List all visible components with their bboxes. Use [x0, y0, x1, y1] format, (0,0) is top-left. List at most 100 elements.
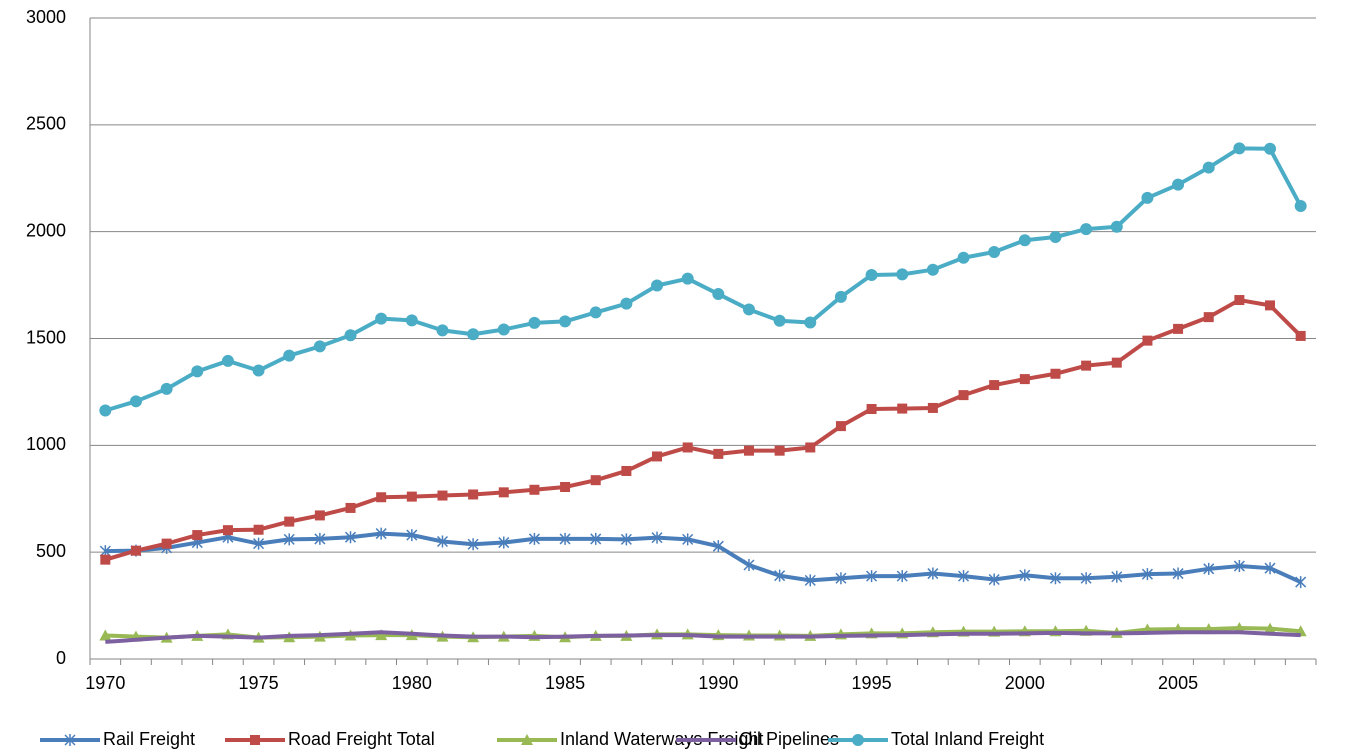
marker [528, 532, 540, 545]
marker [1141, 191, 1154, 204]
marker [498, 536, 510, 549]
marker [590, 532, 602, 545]
marker [283, 349, 296, 362]
marker [1111, 570, 1123, 583]
marker [467, 538, 479, 551]
marker [99, 404, 112, 417]
series-line [105, 630, 1301, 644]
marker [314, 510, 325, 521]
marker [192, 530, 203, 541]
y-tick-label: 3000 [26, 7, 66, 27]
marker [773, 314, 786, 327]
marker [1019, 374, 1030, 385]
marker [1050, 368, 1061, 379]
y-tick-label: 1000 [26, 434, 66, 454]
marker [528, 316, 541, 329]
marker [1295, 576, 1307, 589]
marker [1203, 562, 1215, 575]
marker [805, 442, 816, 453]
marker [743, 445, 754, 456]
marker [160, 382, 173, 395]
marker [191, 365, 204, 378]
marker [681, 272, 694, 285]
marker [989, 380, 1000, 391]
marker [835, 572, 847, 585]
marker [1294, 200, 1307, 213]
marker [866, 404, 877, 415]
y-tick-label: 2500 [26, 114, 66, 134]
legend-label: Inland Waterways Freight [560, 729, 763, 749]
marker [161, 538, 172, 549]
marker [958, 390, 969, 401]
marker [742, 303, 755, 316]
marker [1142, 335, 1153, 346]
x-tick-label: 2000 [1005, 673, 1045, 693]
marker [713, 448, 724, 459]
legend-label: Rail Freight [103, 729, 195, 749]
marker [375, 629, 388, 641]
marker [1019, 569, 1031, 582]
marker [896, 268, 909, 281]
marker [559, 532, 571, 545]
marker [712, 288, 725, 301]
marker [1173, 323, 1184, 334]
marker [64, 734, 76, 746]
marker [1202, 161, 1215, 174]
marker [589, 306, 602, 319]
marker [344, 531, 357, 544]
marker [498, 487, 509, 498]
marker [651, 279, 664, 292]
marker [1264, 622, 1277, 634]
marker [283, 533, 295, 546]
marker [1018, 234, 1031, 247]
marker [682, 442, 693, 453]
x-tick-label: 1995 [852, 673, 892, 693]
marker [406, 491, 417, 502]
marker [100, 554, 111, 565]
marker [436, 535, 449, 548]
marker [1203, 312, 1214, 323]
y-tick-label: 500 [36, 541, 66, 561]
marker [1295, 330, 1306, 341]
marker [313, 340, 326, 353]
marker [988, 573, 1000, 586]
x-tick-label: 2005 [1158, 673, 1198, 693]
marker [774, 569, 786, 582]
marker [926, 263, 939, 276]
marker [743, 558, 755, 571]
marker [130, 545, 141, 556]
x-tick-label: 1985 [545, 673, 585, 693]
x-tick-label: 1980 [392, 673, 432, 693]
marker [221, 354, 234, 367]
marker [252, 364, 265, 377]
marker [497, 323, 510, 336]
x-tick-label: 1975 [239, 673, 279, 693]
marker [1233, 142, 1246, 155]
marker [344, 329, 357, 342]
y-tick-label: 1500 [26, 327, 66, 347]
marker [682, 533, 694, 546]
marker [250, 735, 260, 745]
marker [521, 734, 533, 745]
marker [1234, 295, 1245, 306]
marker [897, 403, 908, 414]
marker [927, 567, 939, 580]
series-line [104, 298, 1303, 562]
marker [1264, 142, 1277, 155]
marker [621, 465, 632, 476]
legend-label: Total Inland Freight [891, 729, 1044, 749]
marker [620, 297, 633, 310]
marker [222, 525, 233, 536]
marker [652, 451, 663, 462]
legend-label: Oil Pipelines [739, 729, 839, 749]
marker [1110, 220, 1123, 233]
marker [712, 540, 724, 553]
marker [1080, 572, 1092, 585]
marker [1080, 223, 1093, 236]
marker [345, 502, 356, 513]
y-tick-label: 2000 [26, 220, 66, 240]
marker [957, 570, 970, 583]
marker [1233, 560, 1245, 573]
marker [253, 537, 265, 550]
marker [1081, 360, 1092, 371]
